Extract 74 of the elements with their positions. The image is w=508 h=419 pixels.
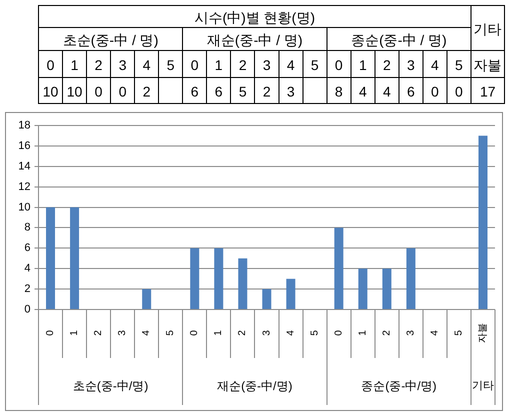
- x-tick-label: 5: [165, 330, 176, 336]
- data-label: 10: [66, 84, 83, 100]
- data-label: 4: [382, 84, 391, 100]
- x-tick-label: 5: [453, 330, 464, 336]
- category-label: 5: [166, 57, 175, 73]
- data-label: 2: [142, 84, 151, 100]
- category-label: 0: [334, 57, 343, 73]
- chart-title: 시수(中)별 현황(명): [194, 10, 316, 26]
- text: 재순(중-中 / 명): [206, 32, 303, 48]
- text: 종순(중-中/명): [361, 379, 437, 393]
- data-label: 5: [238, 84, 247, 100]
- x-tick-label: 1: [69, 330, 80, 336]
- category-label: 2: [382, 57, 391, 73]
- data-label: 6: [190, 84, 199, 100]
- y-tick-label: 12: [18, 180, 30, 193]
- data-label: 8: [334, 84, 343, 100]
- x-tick-label: 0: [45, 330, 56, 336]
- category-label: 2: [94, 57, 102, 73]
- data-label: 0: [455, 84, 464, 100]
- data-label: 2: [262, 84, 271, 100]
- text: 초순(중-中/명): [72, 379, 148, 393]
- y-tick-label: 8: [24, 222, 30, 234]
- data-label: 10: [42, 84, 59, 100]
- data-label: 4: [358, 84, 367, 100]
- data-label: 0: [118, 84, 127, 100]
- y-tick-label: 0: [24, 304, 30, 316]
- category-label: 1: [358, 57, 367, 73]
- x-tick-label: 2: [93, 330, 104, 336]
- y-tick-label: 18: [18, 120, 30, 132]
- x-tick-label: 자불: [477, 323, 488, 343]
- category-label: 1: [70, 57, 78, 73]
- y-tick-label: 16: [18, 140, 30, 152]
- category-label: 1: [214, 57, 223, 73]
- category-label: 0: [190, 57, 199, 73]
- y-tick-label: 4: [24, 262, 30, 275]
- text: 기타: [474, 21, 502, 37]
- x-tick-label: 3: [117, 330, 128, 336]
- category-label: 4: [431, 57, 439, 73]
- category-label: 5: [310, 57, 319, 73]
- x-tick-label: 1: [213, 330, 224, 336]
- category-label: 5: [455, 57, 463, 73]
- y-tick-label: 14: [18, 160, 30, 172]
- x-tick-label: 4: [285, 330, 296, 336]
- data-label: 0: [94, 84, 103, 100]
- category-label: 3: [262, 57, 271, 73]
- category-label: 4: [142, 57, 151, 73]
- category-label: 2: [238, 57, 247, 73]
- x-tick-label: 0: [189, 330, 200, 336]
- data-label: 6: [214, 84, 223, 100]
- category-label: 자불: [474, 57, 502, 73]
- category-label: 4: [286, 57, 295, 73]
- text: 종순(중-中 / 명): [351, 32, 447, 48]
- data-label: 17: [480, 84, 496, 100]
- text: 기타: [472, 380, 494, 392]
- x-tick-label: 4: [141, 330, 152, 336]
- x-tick-label: 1: [357, 330, 368, 336]
- x-tick-label: 0: [333, 330, 344, 336]
- data-label: 0: [431, 84, 440, 100]
- category-label: 3: [118, 57, 126, 73]
- data-label: 3: [286, 84, 295, 100]
- x-tick-label: 3: [261, 330, 272, 336]
- y-tick-label: 6: [24, 242, 30, 254]
- x-tick-label: 3: [405, 330, 416, 336]
- category-label: 0: [46, 57, 54, 73]
- x-tick-label: 4: [429, 330, 440, 336]
- x-tick-label: 5: [309, 330, 320, 336]
- category-label: 3: [407, 57, 415, 73]
- text: 재순(중-中/명): [217, 379, 292, 393]
- data-label: 6: [407, 84, 416, 100]
- y-tick-label: 10: [18, 201, 30, 214]
- x-tick-label: 2: [237, 330, 248, 336]
- text: 초순(중-中 / 명): [62, 32, 158, 48]
- y-tick-label: 2: [24, 283, 30, 296]
- x-tick-label: 2: [381, 330, 392, 336]
